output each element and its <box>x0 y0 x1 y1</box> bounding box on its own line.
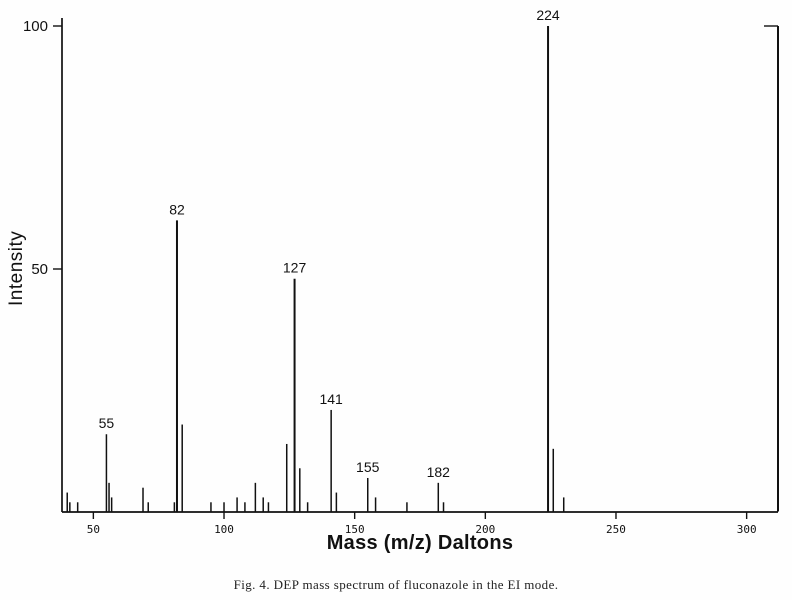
y-tick-label: 100 <box>23 18 48 35</box>
x-tick-label: 250 <box>606 523 626 536</box>
x-tick-label: 200 <box>475 523 495 536</box>
x-tick-label: 100 <box>214 523 234 536</box>
figure-caption: Fig. 4. DEP mass spectrum of fluconazole… <box>233 577 559 592</box>
peak-label: 224 <box>536 7 560 23</box>
x-axis-title: Mass (m/z) Daltons <box>326 532 514 554</box>
peak-label: 141 <box>319 391 343 407</box>
x-tick-label: 300 <box>737 523 757 536</box>
x-tick-label: 150 <box>345 523 365 536</box>
peak-label: 155 <box>356 459 380 475</box>
x-tick-label: 50 <box>87 523 100 536</box>
y-axis-title: Intensity <box>6 230 27 306</box>
peak-label: 127 <box>283 260 307 276</box>
peak-label: 55 <box>99 415 115 431</box>
peak-label: 182 <box>427 464 451 480</box>
peak-label: 82 <box>169 201 185 217</box>
y-tick-label: 50 <box>31 261 48 278</box>
